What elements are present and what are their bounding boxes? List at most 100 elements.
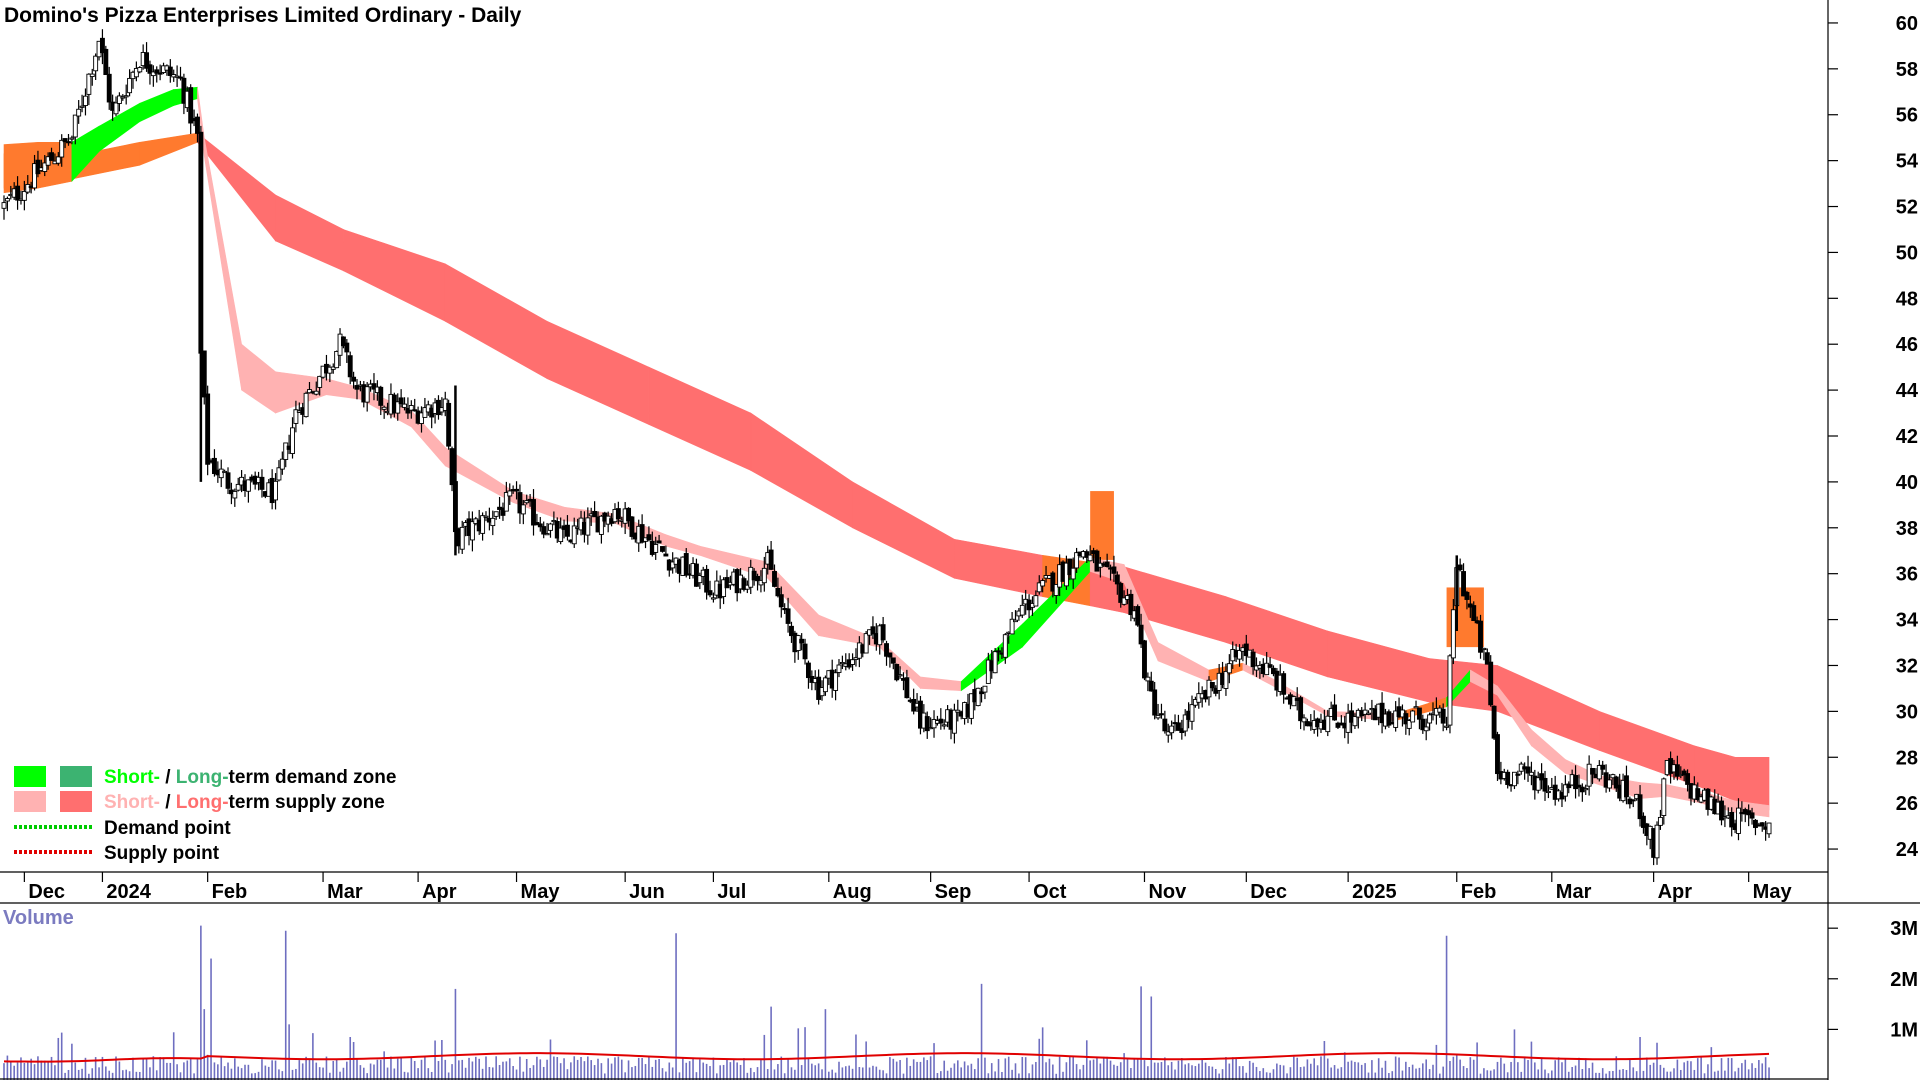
candle-body (1440, 708, 1446, 724)
time-tick-label: Dec (1250, 881, 1287, 903)
candle-body (1162, 718, 1168, 732)
candle-body (778, 594, 784, 608)
candle-body (755, 575, 760, 582)
candle-body (490, 517, 496, 527)
short-term-band-segment (1531, 729, 1566, 774)
long-term-band-segment (444, 263, 548, 380)
candle-body (405, 407, 411, 414)
candle-body (1138, 624, 1144, 645)
candle-body (663, 553, 669, 557)
candle-body (656, 540, 662, 544)
candle-body (799, 638, 805, 644)
candle-body (592, 511, 598, 518)
price-tick-label: 54 (1896, 151, 1919, 173)
legend-label: Short- / Long-term demand zone (104, 767, 396, 788)
candle-body (1607, 779, 1612, 789)
candle-body (531, 499, 536, 526)
candle-body (653, 543, 659, 553)
long-term-band-segment (750, 412, 853, 529)
candle-body (1386, 711, 1392, 726)
candle-body (344, 342, 350, 353)
candle-body (1491, 705, 1497, 739)
long-term-band-segment (343, 229, 446, 322)
candle-body (992, 651, 998, 674)
candle-body (422, 407, 428, 418)
price-tick-label: 56 (1896, 105, 1918, 127)
candle-body (517, 492, 523, 514)
candle-body (1657, 816, 1663, 826)
candle-body (279, 458, 285, 470)
candle-body (381, 406, 387, 410)
candle-body (884, 643, 889, 657)
candle-body (1420, 718, 1426, 731)
candle-body (890, 657, 896, 664)
candle-body (1586, 763, 1592, 787)
long-term-band-segment (1599, 710, 1695, 786)
candle-body (1053, 584, 1059, 596)
candle-body (1576, 784, 1582, 788)
candle-body (985, 659, 991, 684)
candle-body (1495, 734, 1500, 775)
time-tick-label: Aug (833, 881, 872, 903)
candle-body (1729, 811, 1735, 828)
candle-body (1610, 774, 1616, 779)
candle-body (327, 366, 333, 374)
time-tick-label: Feb (212, 881, 248, 903)
candle-body (1573, 775, 1579, 790)
candle-body (340, 336, 346, 347)
candle-body (144, 52, 150, 69)
price-tick-label: 42 (1896, 426, 1918, 448)
time-tick-label: Nov (1148, 881, 1187, 903)
candle-body (1481, 647, 1487, 651)
candle-body (1447, 655, 1453, 726)
candle-body (283, 442, 289, 460)
candle-body (89, 73, 95, 77)
candle-body (805, 662, 811, 679)
candle-body (480, 515, 486, 534)
candle-body (1155, 714, 1161, 719)
candle-body (1104, 561, 1110, 568)
legend-label-part: term supply zone (229, 792, 385, 813)
candle-body (198, 131, 204, 354)
short-term-band-segment (139, 89, 175, 123)
candle-body (412, 409, 418, 412)
candle-body (211, 457, 217, 475)
candle-body (483, 515, 489, 518)
candle-body (1182, 714, 1188, 732)
time-tick-label: Oct (1033, 881, 1067, 903)
candle-body (1128, 593, 1134, 616)
candle-body (1630, 799, 1636, 802)
candle-body (1040, 580, 1046, 587)
candle-body (1719, 800, 1724, 821)
candle-body (1403, 713, 1409, 725)
candle-body (1152, 689, 1158, 716)
candle-body (1416, 707, 1422, 720)
candle-body (1471, 605, 1477, 621)
candle-body (887, 652, 893, 658)
candle-body (1298, 697, 1304, 722)
candle-body (710, 597, 716, 600)
candle-body (1145, 676, 1151, 682)
candle-body (1175, 722, 1181, 731)
candle-body (354, 385, 360, 390)
price-tick-label: 48 (1896, 288, 1918, 310)
candle-body (290, 427, 295, 454)
legend-label-part: Demand point (104, 818, 231, 839)
time-tick-label: Feb (1461, 881, 1497, 903)
candle-body (1661, 778, 1667, 816)
candle-body (147, 64, 153, 74)
candle-body (1019, 604, 1025, 616)
candle-body (15, 185, 21, 201)
candle-body (979, 691, 985, 695)
candle-body (924, 716, 930, 732)
zone-bands (3, 86, 1770, 818)
candle-body (1148, 680, 1154, 692)
candle-body (772, 571, 777, 587)
legend-label-part: Long- (176, 767, 229, 788)
candle-body (1111, 566, 1117, 574)
candle-body (707, 590, 713, 596)
legend-label-part: / (160, 792, 176, 813)
candle-body (1267, 664, 1273, 668)
